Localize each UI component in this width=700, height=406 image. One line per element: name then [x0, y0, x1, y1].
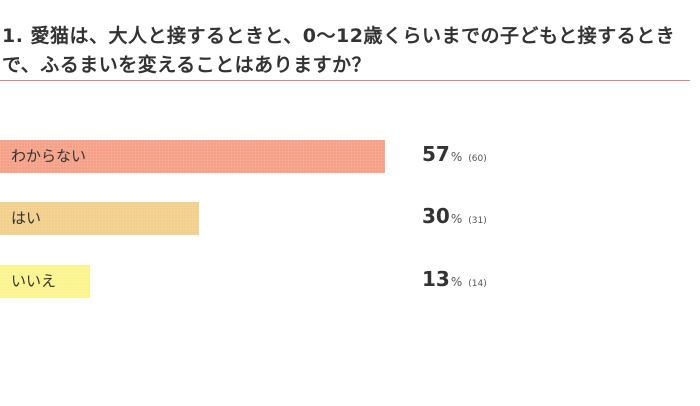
result-bar — [0, 265, 90, 298]
response-count: (14) — [468, 279, 487, 289]
bar-label: わからない — [11, 147, 87, 165]
result-bar — [0, 202, 199, 235]
result-row-wakaranai: わからない 57% (60) — [0, 140, 700, 173]
percent-value: 13% (14) — [422, 267, 487, 291]
percent-value: 57% (60) — [422, 142, 487, 166]
result-row-iie: いいえ 13% (14) — [0, 265, 700, 298]
question-title: 1. 愛猫は、大人と接するときと、0〜12歳くらいまでの子どもと接するとき で、… — [2, 22, 692, 80]
question-line-2: で、ふるまいを変えることはありますか？ — [2, 54, 372, 76]
percent-value: 30% (31) — [422, 204, 487, 228]
result-bar — [0, 140, 385, 173]
bar-label: いいえ — [11, 272, 57, 290]
response-count: (60) — [468, 154, 487, 164]
response-count: (31) — [468, 216, 487, 226]
bar-label: はい — [11, 209, 42, 227]
title-underline — [0, 80, 690, 81]
result-row-hai: はい 30% (31) — [0, 202, 700, 235]
question-line-1: 1. 愛猫は、大人と接するときと、0〜12歳くらいまでの子どもと接するとき — [2, 25, 676, 47]
